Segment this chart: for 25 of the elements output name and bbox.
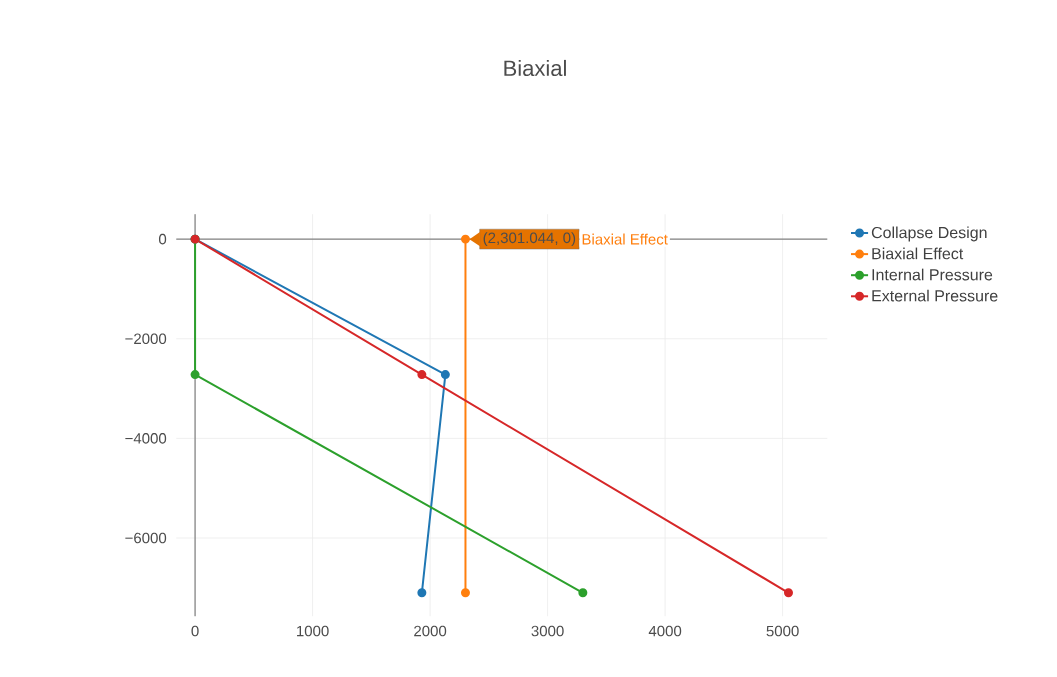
point — [460, 588, 470, 598]
legend-label: Internal Pressure — [872, 268, 993, 281]
y-tick-label: 0 — [158, 233, 167, 245]
point — [783, 588, 793, 598]
x-tick-label: 1000 — [297, 625, 329, 637]
point — [440, 370, 450, 380]
annotation: (2,301.044, 0) — [483, 232, 576, 247]
legend-label: External Pressure — [872, 289, 998, 302]
x-tick-label: 0 — [191, 625, 199, 637]
point — [578, 588, 588, 598]
legend-label: Biaxial Effect — [872, 247, 964, 260]
annotation: Biaxial Effect — [582, 233, 668, 245]
y-tick-label: −6000 — [125, 532, 167, 544]
point — [417, 370, 427, 380]
y-tick-label: −4000 — [125, 433, 167, 444]
point — [460, 234, 470, 244]
x-tick-label: 3000 — [531, 625, 564, 637]
legend-label: Collapse Design — [871, 226, 987, 242]
point — [417, 588, 427, 598]
chart-title: Biaxial — [504, 59, 566, 77]
x-tick-label: 4000 — [648, 625, 682, 637]
point — [190, 370, 200, 380]
x-tick-label: 2000 — [414, 625, 447, 637]
y-tick-label: −2000 — [125, 333, 167, 345]
x-tick-label: 5000 — [766, 625, 799, 637]
